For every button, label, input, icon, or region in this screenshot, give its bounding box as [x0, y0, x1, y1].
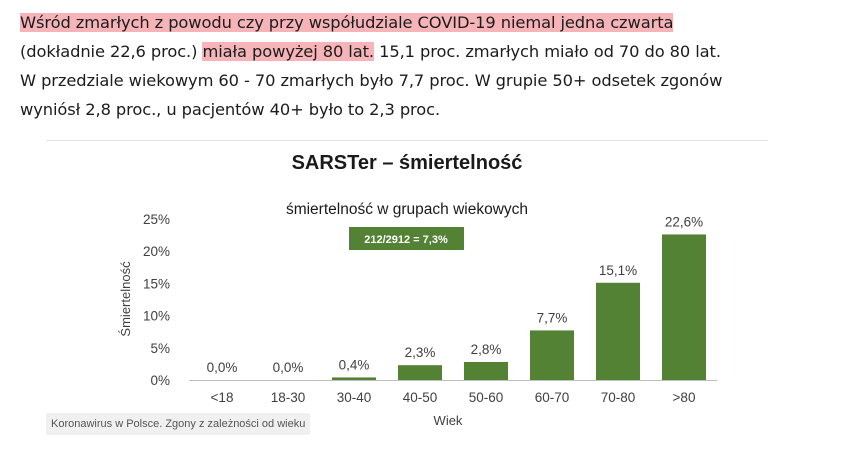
article-line-4: wyniósł 2,8 proc., u pacjentów 40+ było …: [20, 100, 441, 119]
text-segment: 15,1 proc. zmarłych miało od 70 do 80 la…: [379, 42, 721, 61]
bar: [530, 330, 574, 380]
bar: [596, 282, 640, 380]
data-label: 0,4%: [339, 357, 370, 372]
y-tick-label: 15%: [143, 276, 170, 291]
y-tick-label: 0%: [150, 373, 170, 388]
bar-chart: SARSTer – śmiertelność śmiertelność w gr…: [118, 152, 717, 428]
ratio-badge-bg: [349, 227, 464, 250]
x-tick-label: 70-80: [601, 390, 636, 405]
chart-title: SARSTer – śmiertelność: [292, 152, 523, 174]
x-tick-label: 60-70: [535, 390, 570, 405]
text-segment: (dokładnie 22,6 proc.): [20, 42, 198, 61]
plot-area: 0% 5% 10% 15% 20% 25% 0,0% <18 0,0% 18-30 0,4% 30-4…: [143, 212, 717, 405]
chart-subtitle: śmiertelność w grupach wiekowych: [286, 201, 528, 218]
y-tick-label: 5%: [150, 341, 170, 356]
data-label: 0,0%: [207, 360, 238, 375]
highlighted-text: miała powyżej 80 lat.: [202, 42, 374, 61]
data-label: 0,0%: [273, 360, 304, 375]
data-label: 7,7%: [537, 310, 568, 325]
bar: [398, 365, 442, 380]
x-tick-label: 50-60: [469, 390, 504, 405]
bar: [662, 234, 706, 380]
x-tick-label: <18: [211, 390, 234, 405]
y-tick-label: 10%: [143, 309, 170, 324]
article-line-1: Wśród zmarłych z powodu czy przy współud…: [20, 8, 830, 37]
x-tick-label: 40-50: [403, 390, 438, 405]
y-axis-label: Śmiertelność: [118, 261, 133, 337]
x-tick-label: 18-30: [271, 390, 306, 405]
data-label: 2,8%: [471, 342, 502, 357]
data-label: 22,6%: [665, 214, 703, 229]
chart-image: SARSTer – śmiertelność śmiertelność w gr…: [46, 140, 768, 445]
article-line-3: W przedziale wiekowym 60 - 70 zmarłych b…: [20, 71, 723, 90]
ratio-badge: 212/2912 = 7,3%: [364, 234, 448, 246]
article-line-2: (dokładnie 22,6 proc.) miała powyżej 80 …: [20, 37, 830, 66]
article-paragraph: Wśród zmarłych z powodu czy przy współud…: [20, 8, 830, 124]
x-tick-label: 30-40: [337, 390, 372, 405]
x-axis-label: Wiek: [434, 413, 463, 428]
image-caption: Koronawirus w Polsce. Zgony z zależności…: [46, 413, 311, 435]
data-label: 2,3%: [405, 345, 436, 360]
bar: [332, 377, 376, 380]
bar: [464, 361, 508, 380]
y-tick-label: 20%: [143, 244, 170, 259]
data-label: 15,1%: [599, 263, 637, 278]
highlighted-text: Wśród zmarłych z powodu czy przy współud…: [20, 13, 674, 32]
x-tick-label: >80: [673, 390, 696, 405]
y-tick-label: 25%: [143, 212, 170, 227]
